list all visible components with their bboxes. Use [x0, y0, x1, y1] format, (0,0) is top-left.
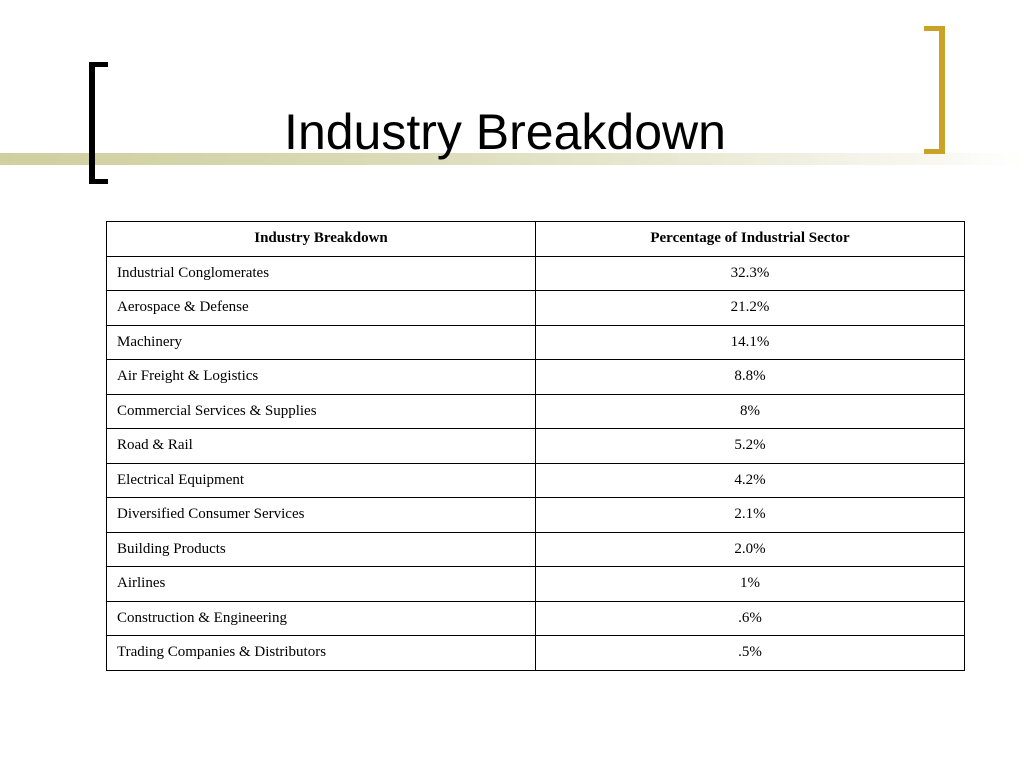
- industry-cell: Aerospace & Defense: [106, 290, 536, 326]
- industry-breakdown-table: Industry Breakdown Percentage of Industr…: [106, 221, 965, 671]
- left-bracket-decoration: [89, 62, 108, 184]
- table-row: Electrical Equipment 4.2%: [106, 462, 965, 498]
- table-row: Aerospace & Defense 21.2%: [106, 290, 965, 326]
- industry-cell: Building Products: [106, 531, 536, 567]
- percentage-cell: 1%: [535, 566, 965, 602]
- table-row: Air Freight & Logistics 8.8%: [106, 359, 965, 395]
- percentage-cell: .6%: [535, 600, 965, 636]
- table-row: Airlines 1%: [106, 566, 965, 602]
- percentage-cell: 14.1%: [535, 324, 965, 360]
- industry-cell: Industrial Conglomerates: [106, 255, 536, 291]
- industry-cell: Diversified Consumer Services: [106, 497, 536, 533]
- right-bracket-decoration: [924, 26, 945, 154]
- percentage-cell: 8.8%: [535, 359, 965, 395]
- industry-cell: Airlines: [106, 566, 536, 602]
- industry-cell: Road & Rail: [106, 428, 536, 464]
- industry-cell: Commercial Services & Supplies: [106, 393, 536, 429]
- table-row: Commercial Services & Supplies 8%: [106, 393, 965, 429]
- table-row: Machinery 14.1%: [106, 324, 965, 360]
- industry-cell: Machinery: [106, 324, 536, 360]
- industry-cell: Electrical Equipment: [106, 462, 536, 498]
- percentage-cell: 2.1%: [535, 497, 965, 533]
- industry-cell: Air Freight & Logistics: [106, 359, 536, 395]
- percentage-cell: .5%: [535, 635, 965, 671]
- table-row: Building Products 2.0%: [106, 531, 965, 567]
- industry-cell: Construction & Engineering: [106, 600, 536, 636]
- header-percentage: Percentage of Industrial Sector: [535, 221, 965, 257]
- percentage-cell: 5.2%: [535, 428, 965, 464]
- table-row: Diversified Consumer Services 2.1%: [106, 497, 965, 533]
- table-row: Road & Rail 5.2%: [106, 428, 965, 464]
- percentage-cell: 21.2%: [535, 290, 965, 326]
- percentage-cell: 32.3%: [535, 255, 965, 291]
- slide-title: Industry Breakdown: [284, 104, 726, 160]
- table-row: Industrial Conglomerates 32.3%: [106, 255, 965, 291]
- percentage-cell: 4.2%: [535, 462, 965, 498]
- percentage-cell: 2.0%: [535, 531, 965, 567]
- percentage-cell: 8%: [535, 393, 965, 429]
- title-rule-line: [0, 153, 1024, 165]
- industry-cell: Trading Companies & Distributors: [106, 635, 536, 671]
- table-row: Construction & Engineering .6%: [106, 600, 965, 636]
- header-industry: Industry Breakdown: [106, 221, 536, 257]
- table-header-row: Industry Breakdown Percentage of Industr…: [106, 221, 965, 257]
- table-row: Trading Companies & Distributors .5%: [106, 635, 965, 671]
